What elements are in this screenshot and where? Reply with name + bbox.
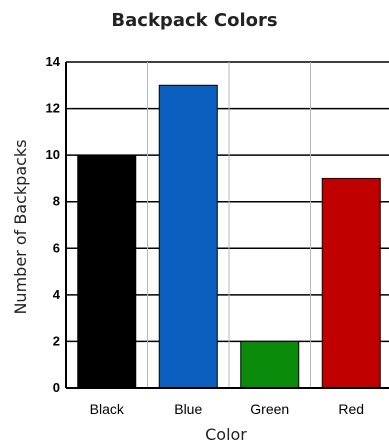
chart-title: Backpack Colors: [111, 10, 278, 31]
y-tick-labels: 0 2 4 6 8 10 12 14: [46, 54, 61, 395]
y-tick-label: 4: [53, 287, 61, 302]
bar-blue: [158, 84, 218, 389]
y-tick-label: 10: [46, 147, 60, 162]
y-tick-label: 0: [53, 380, 60, 395]
y-tick-label: 14: [46, 54, 61, 69]
bars: [77, 84, 381, 389]
y-tick-label: 6: [53, 240, 60, 255]
y-axis-label: Number of Backpacks: [11, 139, 30, 314]
axes: [65, 62, 389, 389]
x-tick-labels: Black Blue Green Red: [90, 401, 364, 417]
bar-black: [77, 154, 137, 389]
x-axis-label: Color: [205, 425, 247, 444]
x-tick-label: Green: [250, 401, 289, 417]
x-tick-label: Blue: [174, 401, 202, 417]
y-tick-label: 12: [46, 101, 60, 116]
x-tick-label: Black: [90, 401, 125, 417]
y-tick-label: 8: [53, 194, 60, 209]
bar-green: [240, 340, 300, 389]
bar-red: [321, 177, 381, 389]
x-tick-label: Red: [338, 401, 364, 417]
y-tick-label: 2: [53, 333, 60, 348]
